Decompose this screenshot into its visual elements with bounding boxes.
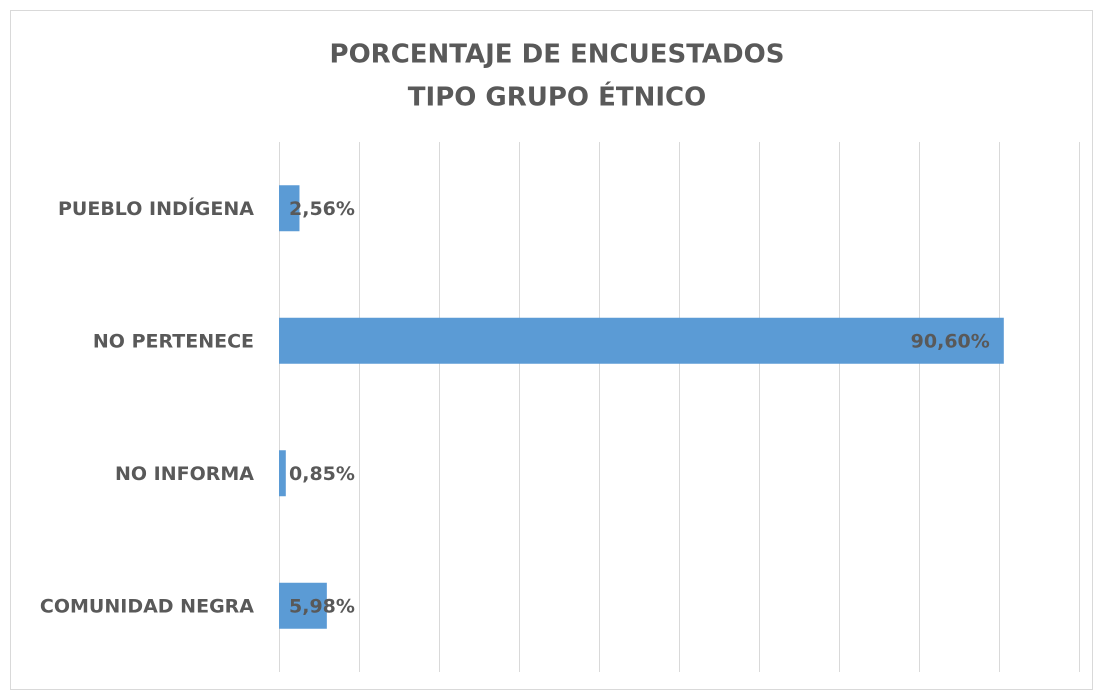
chart-title: PORCENTAJE DE ENCUESTADOS [330, 40, 785, 70]
y-tick-label: NO INFORMA [115, 463, 254, 485]
data-label: 2,56% [289, 198, 355, 220]
data-label: 0,85% [289, 463, 355, 485]
bar [279, 185, 300, 232]
data-label: 5,98% [289, 595, 355, 617]
bar [279, 582, 327, 629]
bar [279, 317, 1004, 364]
y-tick-label: NO PERTENECE [93, 330, 254, 352]
chart-title: TIPO GRUPO ÉTNICO [408, 81, 706, 113]
y-tick-label: PUEBLO INDÍGENA [58, 197, 254, 220]
data-label: 90,60% [911, 330, 990, 352]
bar [279, 450, 286, 497]
y-tick-label: COMUNIDAD NEGRA [40, 595, 254, 617]
